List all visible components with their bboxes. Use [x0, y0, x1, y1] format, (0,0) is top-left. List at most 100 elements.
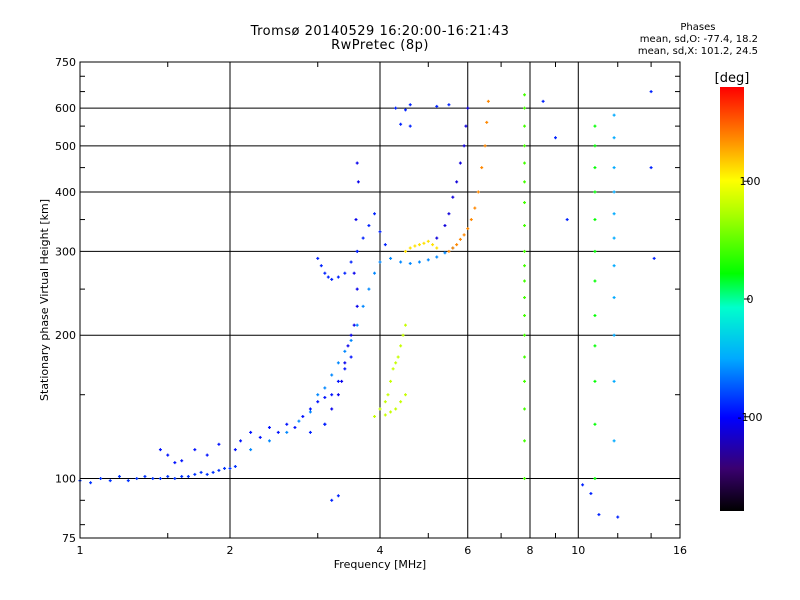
- data-point: [355, 249, 359, 253]
- y-tick-label: 75: [62, 532, 76, 545]
- x-tick-label: 16: [673, 544, 687, 557]
- data-point: [258, 435, 262, 439]
- data-point: [593, 124, 597, 128]
- data-point: [417, 260, 421, 264]
- data-point: [466, 227, 470, 231]
- data-point: [403, 108, 407, 112]
- data-point: [403, 249, 407, 253]
- data-point: [361, 236, 365, 240]
- data-point: [523, 161, 527, 165]
- data-point: [158, 448, 162, 452]
- data-point: [597, 513, 601, 517]
- data-point: [330, 393, 334, 397]
- data-point: [343, 271, 347, 275]
- data-point: [553, 136, 557, 140]
- data-point: [565, 218, 569, 222]
- data-point: [435, 255, 439, 259]
- data-point: [408, 261, 412, 265]
- data-point: [523, 333, 527, 337]
- data-point: [319, 264, 323, 268]
- data-point: [166, 474, 170, 478]
- data-point: [228, 466, 232, 470]
- data-point: [186, 474, 190, 478]
- data-point: [354, 218, 358, 222]
- phase-stats: Phases mean, sd,O: -77.4, 18.2 mean, sd,…: [638, 22, 758, 58]
- data-point: [336, 494, 340, 498]
- data-point: [173, 461, 177, 465]
- data-point: [451, 246, 455, 250]
- data-point: [383, 413, 387, 417]
- data-point: [455, 243, 459, 247]
- data-point: [616, 515, 620, 519]
- y-axis-ticks: 75 100 200 300 400 500 600 750: [55, 56, 680, 545]
- data-point: [649, 90, 653, 94]
- data-point: [135, 477, 139, 481]
- data-point: [373, 212, 377, 216]
- data-point: [589, 492, 593, 496]
- data-point: [443, 251, 447, 255]
- data-point: [217, 468, 221, 472]
- data-point: [523, 106, 527, 110]
- data-point: [523, 180, 527, 184]
- data-point: [649, 166, 653, 170]
- data-point: [593, 190, 597, 194]
- phase-stats-o: mean, sd,O: -77.4, 18.2: [639, 34, 758, 45]
- data-point: [249, 448, 253, 452]
- data-point: [408, 124, 412, 128]
- data-point: [480, 166, 484, 170]
- data-point: [389, 410, 393, 414]
- data-point: [458, 237, 462, 241]
- data-point: [343, 361, 347, 365]
- data-point: [355, 287, 359, 291]
- data-point: [612, 379, 616, 383]
- data-point: [336, 379, 340, 383]
- data-point: [523, 439, 527, 443]
- data-point: [523, 407, 527, 411]
- data-point: [249, 430, 253, 434]
- data-point: [205, 472, 209, 476]
- data-point: [523, 355, 527, 359]
- data-point: [205, 453, 209, 457]
- data-point: [233, 448, 237, 452]
- data-point: [117, 474, 121, 478]
- data-point: [336, 361, 340, 365]
- data-point: [593, 249, 597, 253]
- data-point: [612, 264, 616, 268]
- data-point: [476, 190, 480, 194]
- data-point: [464, 124, 468, 128]
- y-tick-label: 500: [55, 140, 76, 153]
- data-point: [293, 425, 297, 429]
- data-point: [581, 483, 585, 487]
- data-point: [523, 124, 527, 128]
- data-point: [330, 498, 334, 502]
- data-point: [352, 271, 356, 275]
- data-point: [343, 367, 347, 371]
- data-point: [355, 304, 359, 308]
- data-point: [612, 236, 616, 240]
- data-point: [326, 275, 330, 279]
- data-point: [523, 296, 527, 300]
- phase-stats-title: Phases: [680, 22, 716, 33]
- data-point: [435, 246, 439, 250]
- data-point: [180, 474, 184, 478]
- data-point: [447, 103, 451, 107]
- data-point: [108, 479, 112, 483]
- data-point: [417, 243, 421, 247]
- data-point: [276, 430, 280, 434]
- data-point: [349, 355, 353, 359]
- data-point: [523, 314, 527, 318]
- y-tick-label: 400: [55, 186, 76, 199]
- data-point: [308, 407, 312, 411]
- data-point: [523, 249, 527, 253]
- data-point: [323, 271, 327, 275]
- data-point: [455, 180, 459, 184]
- data-point: [323, 395, 327, 399]
- data-point: [356, 180, 360, 184]
- y-tick-label: 300: [55, 245, 76, 258]
- data-point: [523, 224, 527, 228]
- data-point: [523, 144, 527, 148]
- data-point: [223, 466, 227, 470]
- data-point: [396, 355, 400, 359]
- data-point: [394, 407, 398, 411]
- data-point: [483, 144, 487, 148]
